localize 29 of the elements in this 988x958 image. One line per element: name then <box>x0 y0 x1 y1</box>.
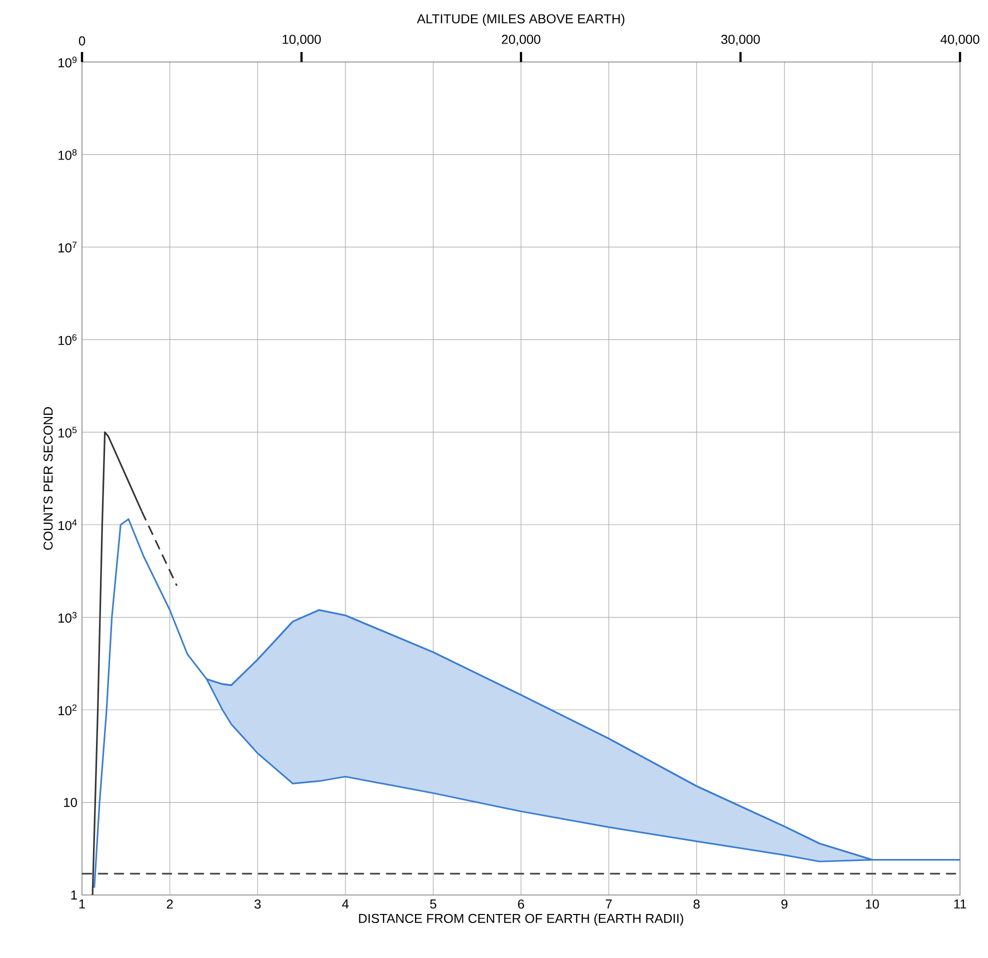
y-tick-label: 10$^{4}$ <box>58 519 77 530</box>
x-tick-label: 8 <box>694 899 700 909</box>
y-tick-label: 10$^{9}$ <box>58 56 77 68</box>
y-tick-label: 10 <box>64 798 77 808</box>
x-tick-label: 3 <box>254 899 261 909</box>
x-tick-label: 1 <box>79 900 85 908</box>
x-tick-label: 5 <box>430 900 436 909</box>
x2-tick-label: 20,000 <box>502 34 540 46</box>
x-axis-title: DISTANCE FROM CENTER OF EARTH (EARTH RADII) <box>359 913 684 926</box>
x-tick-label: 11 <box>954 900 966 908</box>
x2-tick-label: 10,000 <box>282 34 321 46</box>
x2-tick-label: 40,000 <box>940 34 980 46</box>
x2-tick-label: 30,000 <box>721 34 760 46</box>
y-tick-label: 10$^{8}$ <box>58 149 77 160</box>
x-tick-label: 4 <box>342 900 349 908</box>
y-tick-label: 10$^{3}$ <box>58 612 77 623</box>
x2-axis-title: ALTITUDE (MILES ABOVE EARTH) <box>416 14 624 26</box>
x-tick-label: 6 <box>518 899 524 909</box>
y-tick-label: 10$^{7}$ <box>58 242 77 252</box>
x-tick-label: 2 <box>166 899 173 909</box>
y-tick-label: 10$^{5}$ <box>58 426 77 438</box>
x2-tick-label: 0 <box>78 36 86 46</box>
x-tick-label: 9 <box>781 899 788 909</box>
y-tick-label: 10$^{6}$ <box>58 334 77 346</box>
y-axis-title: COUNTS PER SECOND <box>44 407 53 550</box>
y-tick-label: 1 <box>71 890 77 900</box>
x-tick-label: 7 <box>606 900 612 908</box>
y-tick-label: 10$^{2}$ <box>58 704 77 716</box>
x-tick-label: 10 <box>866 899 879 909</box>
